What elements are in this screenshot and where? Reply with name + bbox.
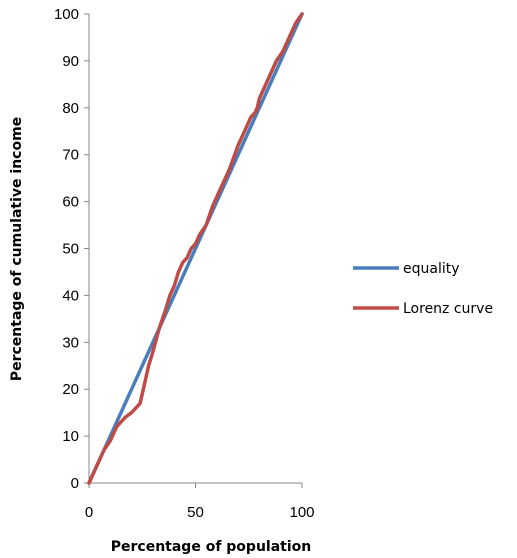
y-tick-label: 40 [62,287,79,304]
x-tick-label: 50 [187,504,204,521]
series-line-equality [87,12,304,485]
tick-labels: 0 10 20 30 40 50 60 70 80 90 100 0 50 100 [54,6,315,521]
y-tick-label: 50 [62,241,79,258]
series-lines [87,12,304,485]
legend-label-equality: equality [403,261,460,277]
y-tick-label: 100 [54,6,79,23]
y-tick-label: 30 [62,334,79,351]
series-line-lorenz-curve [87,12,304,485]
y-tick-label: 90 [62,53,79,70]
y-axis-title: Percentage of cumulative income [9,117,25,381]
y-tick-label: 10 [62,428,79,445]
x-tick-label: 100 [289,504,314,521]
x-axis-title: Percentage of population [111,539,311,555]
legend: equality Lorenz curve [353,261,493,317]
y-tick-label: 20 [62,381,79,398]
y-tick-label: 0 [71,475,79,492]
y-tick-label: 60 [62,194,79,211]
x-tick-label: 0 [85,504,93,521]
tick-marks [84,13,303,488]
y-tick-label: 80 [62,100,79,117]
legend-label-lorenz-curve: Lorenz curve [403,301,493,317]
y-tick-label: 70 [62,147,79,164]
